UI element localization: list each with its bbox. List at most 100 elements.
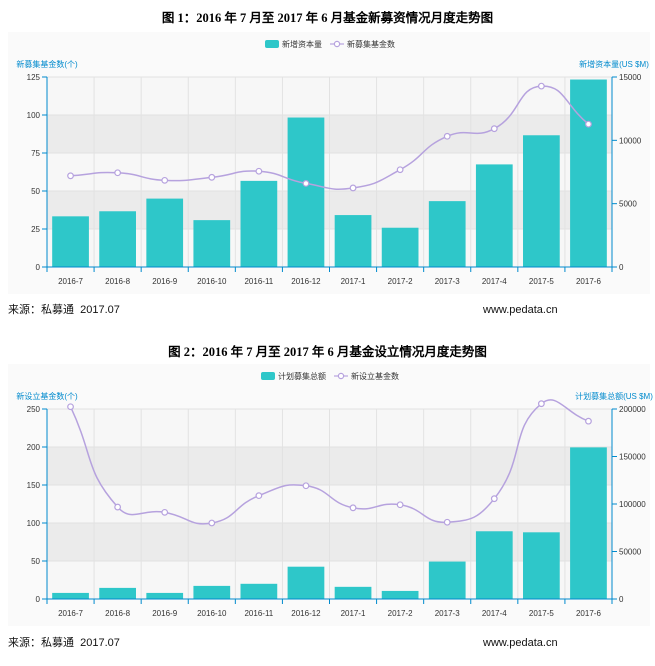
bar	[381, 227, 419, 267]
series-line	[69, 399, 589, 525]
y-tick-label-right: 50000	[619, 548, 642, 557]
x-tick-label: 2016-10	[197, 277, 227, 286]
line-point	[255, 167, 263, 175]
y-tick-label-left: 100	[27, 519, 41, 528]
bar	[381, 590, 419, 599]
y-axis-left-title: 新募集基金数(个)	[16, 59, 78, 69]
line-point	[208, 173, 216, 181]
x-tick-label: 2016-11	[244, 609, 273, 618]
y-tick-label-right: 15000	[619, 73, 642, 82]
y-tick-label-left: 50	[31, 187, 40, 196]
x-tick-label: 2017-5	[529, 277, 554, 286]
x-tick-label: 2016-8	[105, 609, 130, 618]
x-tick-label: 2017-2	[388, 277, 413, 286]
y-tick-label-left: 150	[27, 481, 41, 490]
line-point	[396, 166, 404, 174]
line-point	[490, 125, 498, 133]
y-tick-label-left: 200	[27, 443, 41, 452]
legend-label: 新募集基金数	[347, 39, 395, 49]
bar	[193, 220, 231, 267]
legend-label: 新设立基金数	[351, 371, 399, 381]
y-tick-label-left: 25	[31, 225, 40, 234]
line-point	[161, 176, 169, 184]
y-tick-label-right: 100000	[619, 500, 646, 509]
website-url: www.pedata.cn	[483, 304, 558, 316]
bar	[334, 586, 372, 599]
line-point	[161, 508, 169, 516]
fundraising-combo-chart: 2016-7 2016-8 2016-9 2016-10 2016-11 2016-12 2…	[8, 32, 650, 294]
x-tick-label: 2016-7	[58, 277, 83, 286]
line-point	[114, 503, 122, 511]
y-axis-left-title: 新设立基金数(个)	[16, 391, 78, 401]
line-point	[67, 172, 74, 180]
y-tick-label-left: 75	[31, 149, 40, 158]
figure-title: 图 1：2016 年 7 月至 2017 年 6 月基金新募资情况月度走势图	[161, 11, 494, 25]
x-tick-label: 2017-6	[576, 609, 601, 618]
legend-item[interactable]: 新募集基金数	[330, 39, 395, 49]
legend-line-marker	[337, 372, 345, 380]
bar	[99, 587, 136, 600]
bar	[240, 583, 278, 599]
bar	[146, 592, 184, 599]
x-tick-label: 2017-4	[482, 609, 507, 618]
y-tick-label-left: 0	[36, 595, 41, 604]
bar	[287, 117, 325, 267]
line-point	[67, 403, 74, 411]
legend-item[interactable]: 新设立基金数	[334, 371, 399, 381]
bar	[523, 135, 560, 267]
y-tick-label-right: 0	[619, 263, 624, 272]
y-tick-label-right: 150000	[619, 453, 646, 462]
bar	[99, 211, 136, 267]
bar	[475, 531, 513, 600]
y-tick-label-left: 50	[31, 557, 40, 566]
legend-item[interactable]: 计划募集总额	[261, 371, 326, 381]
line-point	[443, 518, 451, 526]
line-point	[302, 179, 310, 187]
legend: 新增资本量 新募集基金数	[265, 39, 395, 49]
y-tick-label-left: 125	[27, 73, 41, 82]
line-point	[537, 400, 545, 408]
y-tick-label-right: 5000	[619, 200, 637, 209]
legend-line-marker	[333, 40, 341, 48]
y-tick-label-left: 250	[27, 405, 41, 414]
y-axis-right-title: 新增资本量(US $M)	[579, 59, 649, 69]
legend-label: 新增资本量	[282, 39, 322, 49]
x-tick-label: 2017-1	[341, 609, 366, 618]
y-tick-label-right: 200000	[619, 405, 646, 414]
line-point	[585, 120, 592, 128]
x-tick-label: 2016-8	[105, 277, 130, 286]
x-tick-label: 2016-12	[291, 609, 321, 618]
bar	[287, 566, 325, 599]
bar	[428, 201, 466, 267]
y-tick-label-left: 0	[36, 263, 41, 272]
source-row: 来源：私募通 2017.07 www.pedata.cn	[0, 302, 655, 318]
x-tick-label: 2017-3	[435, 609, 460, 618]
y-axis-right-title: 计划募集总额(US $M)	[575, 391, 653, 401]
y-tick-label-left: 100	[27, 111, 41, 120]
bar	[240, 180, 278, 267]
line-point	[443, 132, 451, 140]
website-url: www.pedata.cn	[483, 637, 558, 649]
bar	[428, 561, 466, 599]
legend-label: 计划募集总额	[278, 371, 326, 381]
x-tick-label: 2016-11	[244, 277, 273, 286]
legend: 计划募集总额 新设立基金数	[261, 371, 399, 381]
bar	[146, 198, 184, 267]
legend-bar-swatch	[265, 40, 279, 48]
source-note: 来源：私募通 2017.07	[8, 304, 120, 316]
y-tick-label-right: 0	[619, 595, 624, 604]
figure-title: 图 2：2016 年 7 月至 2017 年 6 月基金设立情况月度走势图	[168, 345, 487, 359]
source-row: 来源：私募通 2017.07 www.pedata.cn	[0, 635, 655, 651]
bar	[570, 447, 607, 599]
fund-establishment-combo-chart: 2016-7 2016-8 2016-9 2016-10 2016-11 2016-12 2…	[8, 364, 653, 626]
bar	[52, 216, 89, 267]
legend-item[interactable]: 新增资本量	[265, 39, 322, 49]
x-tick-label: 2016-12	[291, 277, 321, 286]
bar	[193, 585, 231, 599]
x-tick-label: 2017-5	[529, 609, 554, 618]
x-tick-label: 2017-1	[341, 277, 366, 286]
line-point	[114, 169, 122, 177]
line-point	[537, 82, 545, 90]
x-tick-label: 2017-3	[435, 277, 460, 286]
bar	[334, 215, 372, 267]
